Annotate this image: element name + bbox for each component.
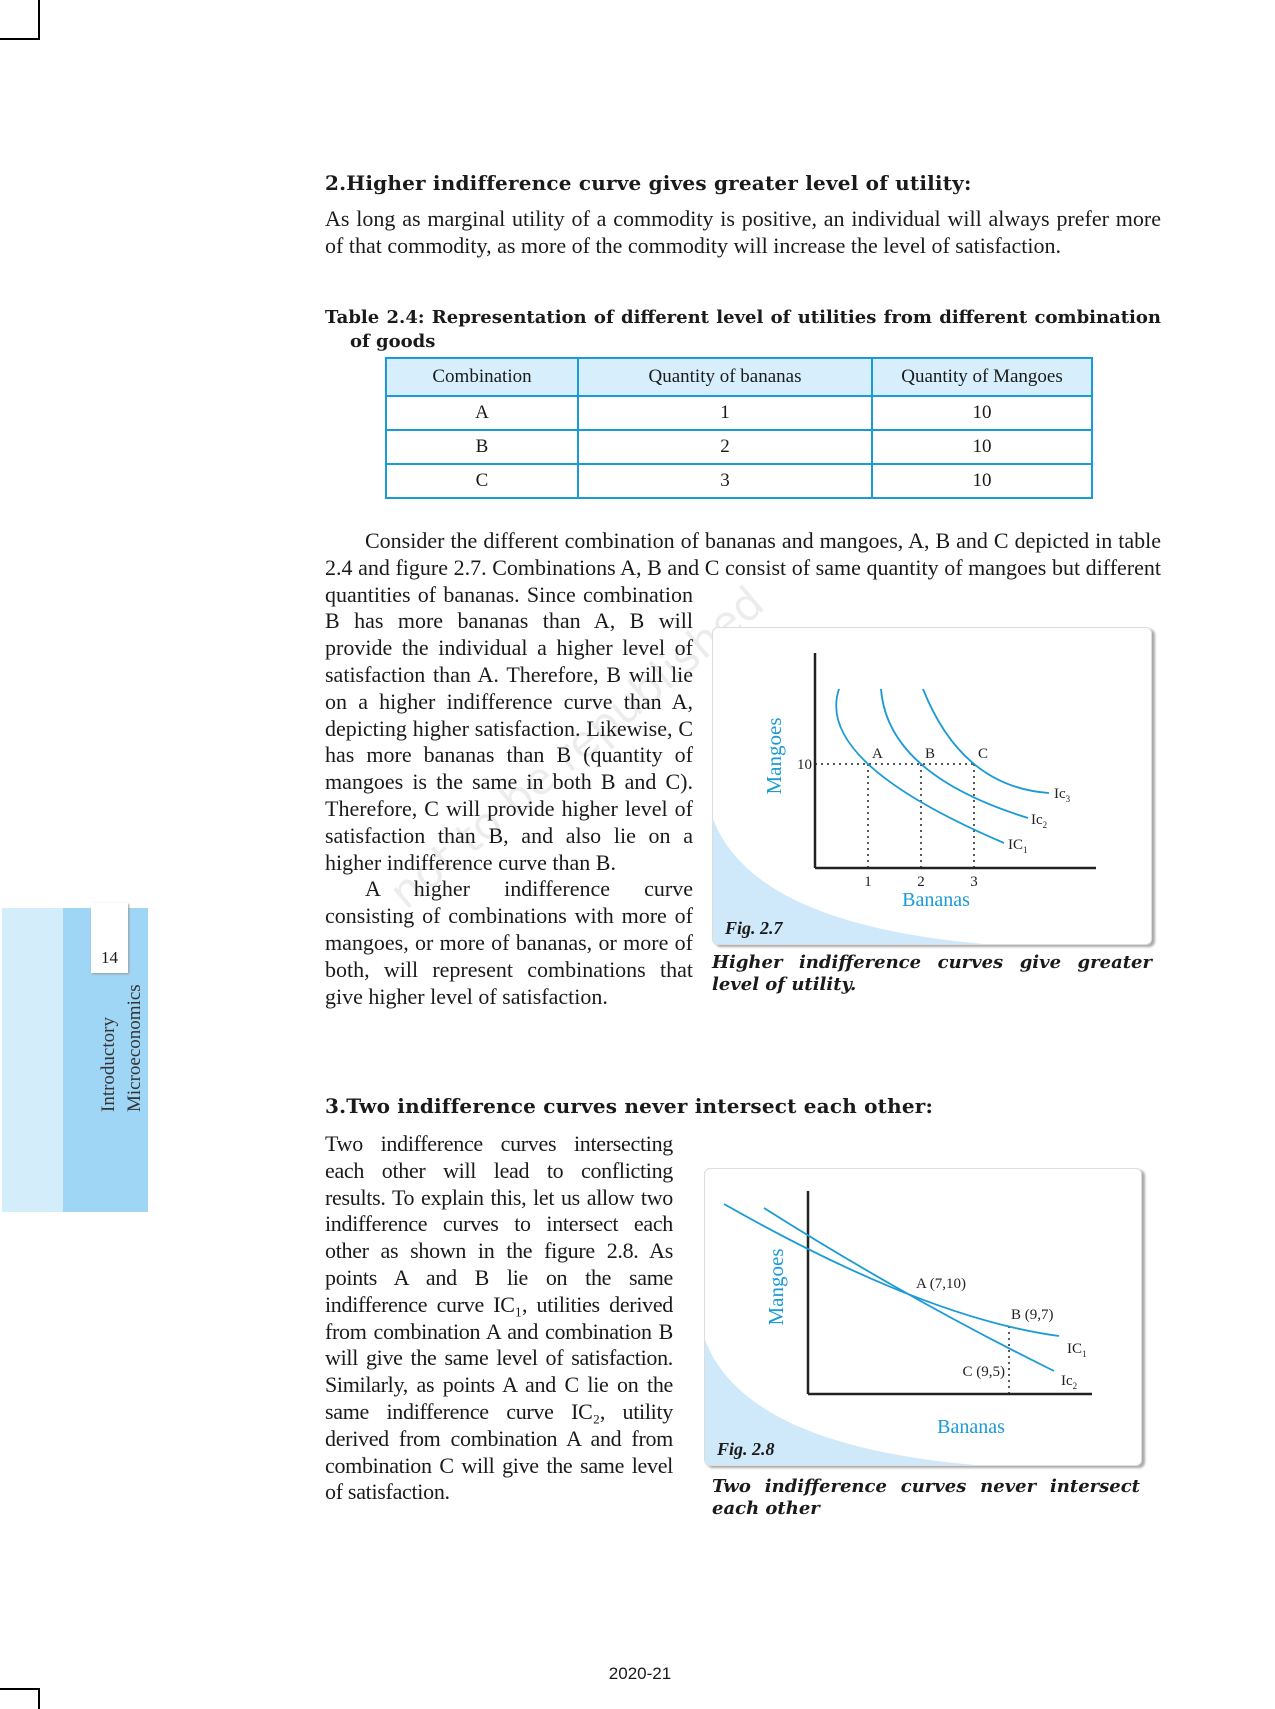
point-label: A bbox=[872, 746, 883, 762]
curve-label: Ic2 bbox=[1031, 812, 1047, 830]
data-table: Combination Quantity of bananas Quantity… bbox=[385, 357, 1093, 499]
x-axis-label: Bananas bbox=[937, 1416, 1005, 1438]
y-axis-label: Mangoes bbox=[764, 1249, 788, 1326]
curve-label: IC1 bbox=[1067, 1341, 1087, 1359]
table-cell: 3 bbox=[577, 463, 873, 499]
table-row: C 3 10 bbox=[385, 463, 1093, 499]
x-tick-label: 3 bbox=[970, 874, 978, 890]
crop-mark bbox=[0, 1688, 40, 1690]
figure-caption: Two indifference curves never intersect … bbox=[712, 1476, 1140, 1519]
figure-2-7: Fig. 2.7 A 1 B 2 C 3 10 IC1 Ic2 Ic3 Mangoes Bananas bbox=[712, 627, 1152, 945]
book-title: Introductory Microeconomics bbox=[96, 982, 156, 1112]
point-label: C bbox=[978, 746, 988, 762]
crop-mark bbox=[38, 1688, 40, 1709]
sidebar-band-light bbox=[2, 908, 64, 1212]
y-axis-label: Mangoes bbox=[762, 718, 786, 795]
figure-2-8: Fig. 2.8 A (7,10) B (9,7) C (9,5) IC1 Ic2 Mang… bbox=[704, 1168, 1142, 1466]
indifference-curve bbox=[880, 688, 1029, 819]
crop-mark bbox=[38, 0, 40, 40]
table-cell: A bbox=[385, 395, 579, 431]
indifference-curve-2 bbox=[763, 1207, 1055, 1372]
table-cell: 10 bbox=[871, 429, 1093, 465]
curve-label: IC1 bbox=[1008, 837, 1028, 855]
y-tick-label: 10 bbox=[797, 757, 812, 773]
curve-label: Ic2 bbox=[1061, 1373, 1077, 1391]
figure-caption: Higher indifference curves give greater … bbox=[712, 952, 1152, 995]
table-cell: C bbox=[385, 463, 579, 499]
decorative-swoosh bbox=[705, 1340, 976, 1465]
indifference-curve bbox=[922, 688, 1050, 794]
x-tick-label: 2 bbox=[917, 874, 925, 890]
point-label: A (7,10) bbox=[916, 1276, 966, 1292]
x-tick-label: 1 bbox=[864, 874, 872, 890]
fig-2-8-chart: Fig. 2.8 A (7,10) B (9,7) C (9,5) IC1 Ic2 Mang… bbox=[705, 1191, 1092, 1465]
page-number-box bbox=[91, 903, 128, 973]
text-block: Consider the different combination of ba… bbox=[325, 528, 1161, 1040]
point-label: B bbox=[925, 746, 935, 762]
table-row: B 2 10 bbox=[385, 429, 1093, 465]
point-label: C (9,5) bbox=[963, 1364, 1006, 1380]
table-caption-line: of goods bbox=[350, 331, 436, 352]
decorative-swoosh bbox=[713, 819, 985, 944]
section-heading: 3.Two indifference curves never intersec… bbox=[325, 1094, 934, 1118]
book-title-line1: Introductory bbox=[98, 1017, 119, 1112]
paragraph: Two indifference curves intersecting eac… bbox=[325, 1131, 673, 1505]
paragraph: Consider the different combination of ba… bbox=[325, 528, 1161, 875]
figure-label: Fig. 2.8 bbox=[716, 1439, 775, 1459]
point-label: B (9,7) bbox=[1011, 1307, 1054, 1323]
page-number: 14 bbox=[101, 948, 118, 967]
table-cell: 10 bbox=[871, 395, 1093, 431]
table-header-row: Combination Quantity of bananas Quantity… bbox=[385, 357, 1093, 397]
table-header: Quantity of Mangoes bbox=[871, 357, 1093, 397]
book-title-line2: Microeconomics bbox=[124, 984, 145, 1112]
table-cell: 2 bbox=[577, 429, 873, 465]
x-axis-label: Bananas bbox=[902, 889, 970, 911]
paragraph: As long as marginal utility of a commodi… bbox=[325, 206, 1161, 258]
table-cell: 10 bbox=[871, 463, 1093, 499]
figure-label: Fig. 2.7 bbox=[724, 918, 784, 938]
crop-mark bbox=[0, 38, 40, 40]
paragraph: A higher indifference curve consisting o… bbox=[325, 876, 693, 1009]
indifference-curve bbox=[835, 688, 1005, 844]
table-caption-line: Table 2.4: Representation of different l… bbox=[325, 307, 1161, 328]
table-caption: Table 2.4: Representation of different l… bbox=[325, 306, 1161, 354]
section-heading: 2.Higher indifference curve gives greate… bbox=[325, 171, 972, 195]
table-header: Quantity of bananas bbox=[577, 357, 873, 397]
table-row: A 1 10 bbox=[385, 395, 1093, 431]
table-cell: B bbox=[385, 429, 579, 465]
table-header: Combination bbox=[385, 357, 579, 397]
table-cell: 1 bbox=[577, 395, 873, 431]
curve-label: Ic3 bbox=[1054, 786, 1071, 804]
footer-year: 2020-21 bbox=[608, 1664, 672, 1683]
